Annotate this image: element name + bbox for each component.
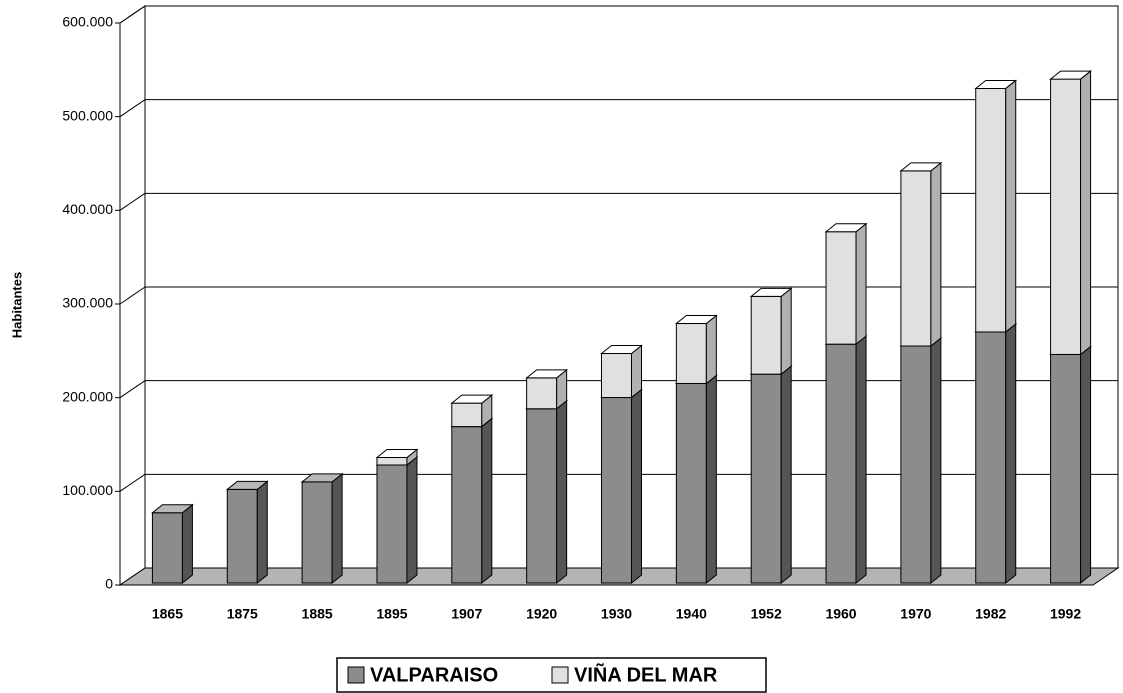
- grid-line: [119, 473, 146, 492]
- bar: [526, 377, 558, 410]
- x-tick-label: 1930: [601, 606, 632, 622]
- y-tick-label: 100.000: [62, 482, 113, 498]
- bar: [1050, 353, 1082, 584]
- bar-top: [600, 345, 643, 355]
- y-tick-label: 400.000: [62, 201, 113, 217]
- bar-side: [481, 417, 493, 585]
- x-tick-label: 1875: [227, 606, 258, 622]
- bar-top: [300, 473, 344, 483]
- bar: [526, 408, 558, 584]
- legend-swatch: [551, 666, 569, 684]
- grid-line: [119, 5, 146, 24]
- legend-label: VIÑA DEL MAR: [574, 663, 718, 686]
- bar-top: [225, 480, 269, 490]
- bar: [601, 397, 632, 584]
- y-tick-label: 600.000: [62, 14, 113, 30]
- bar-top: [375, 448, 419, 458]
- grid-line: [119, 99, 146, 118]
- bar-side: [855, 222, 867, 346]
- bar-side: [1080, 345, 1092, 585]
- bar: [675, 323, 707, 384]
- bar-side: [406, 455, 418, 585]
- bar: [900, 170, 932, 347]
- bar-side: [1080, 70, 1092, 356]
- bar-side: [556, 399, 568, 585]
- x-tick-label: 1952: [751, 606, 782, 622]
- bar: [301, 481, 333, 584]
- y-tick-label: 200.000: [62, 388, 113, 404]
- bar-top: [150, 504, 194, 514]
- bar-side: [930, 336, 942, 585]
- x-tick-label: 1940: [676, 606, 707, 622]
- bar-side: [780, 287, 792, 376]
- bar-side: [855, 335, 867, 585]
- x-tick-label: 1970: [900, 606, 931, 622]
- bar-side: [705, 374, 717, 585]
- bar: [975, 331, 1007, 584]
- bar: [451, 402, 483, 428]
- bar: [750, 295, 782, 375]
- y-axis-label: Habitantes: [9, 272, 24, 338]
- bar-side: [780, 365, 792, 585]
- bar-top: [824, 223, 868, 233]
- grid-line: [119, 380, 146, 399]
- x-tick-label: 1885: [302, 606, 333, 622]
- bar: [601, 353, 632, 399]
- bar-side: [705, 314, 717, 385]
- x-tick-label: 1865: [152, 606, 183, 622]
- bar: [151, 512, 183, 584]
- grid-line: [119, 286, 146, 305]
- bar: [376, 464, 408, 584]
- x-tick-label: 1982: [975, 606, 1006, 622]
- y-tick-label: 300.000: [62, 295, 113, 311]
- x-tick-label: 1992: [1050, 606, 1081, 622]
- bar-top: [525, 369, 569, 379]
- x-tick-label: 1920: [526, 606, 557, 622]
- bar: [226, 488, 258, 584]
- bar: [451, 426, 483, 584]
- bar-top: [974, 79, 1018, 89]
- bar: [900, 345, 932, 584]
- bar-top: [450, 394, 494, 404]
- bar-top: [749, 287, 793, 297]
- x-tick-label: 1895: [376, 606, 407, 622]
- bar: [975, 87, 1007, 333]
- bar-side: [1005, 79, 1017, 334]
- legend-label: VALPARAISO: [370, 664, 498, 686]
- bar-side: [181, 503, 193, 585]
- bar: [825, 343, 857, 584]
- x-tick-label: 1907: [451, 606, 482, 622]
- bar: [750, 373, 782, 584]
- bar-side: [331, 472, 343, 585]
- bar-top: [1049, 70, 1093, 80]
- y-tick-label: 500.000: [62, 107, 113, 123]
- x-tick-label: 1960: [825, 606, 856, 622]
- bar: [1050, 78, 1082, 355]
- bar: [675, 382, 707, 584]
- bar-side: [631, 344, 642, 399]
- bar-top: [899, 162, 943, 172]
- bar-side: [930, 161, 942, 348]
- bar-side: [256, 480, 268, 585]
- bar: [825, 231, 857, 345]
- bar: [376, 456, 408, 466]
- legend-swatch: [347, 666, 365, 684]
- grid-line: [119, 192, 146, 211]
- bar-top: [674, 315, 718, 325]
- y-tick-label: 0: [105, 576, 113, 592]
- bar-side: [631, 388, 642, 585]
- bar-side: [1005, 322, 1017, 585]
